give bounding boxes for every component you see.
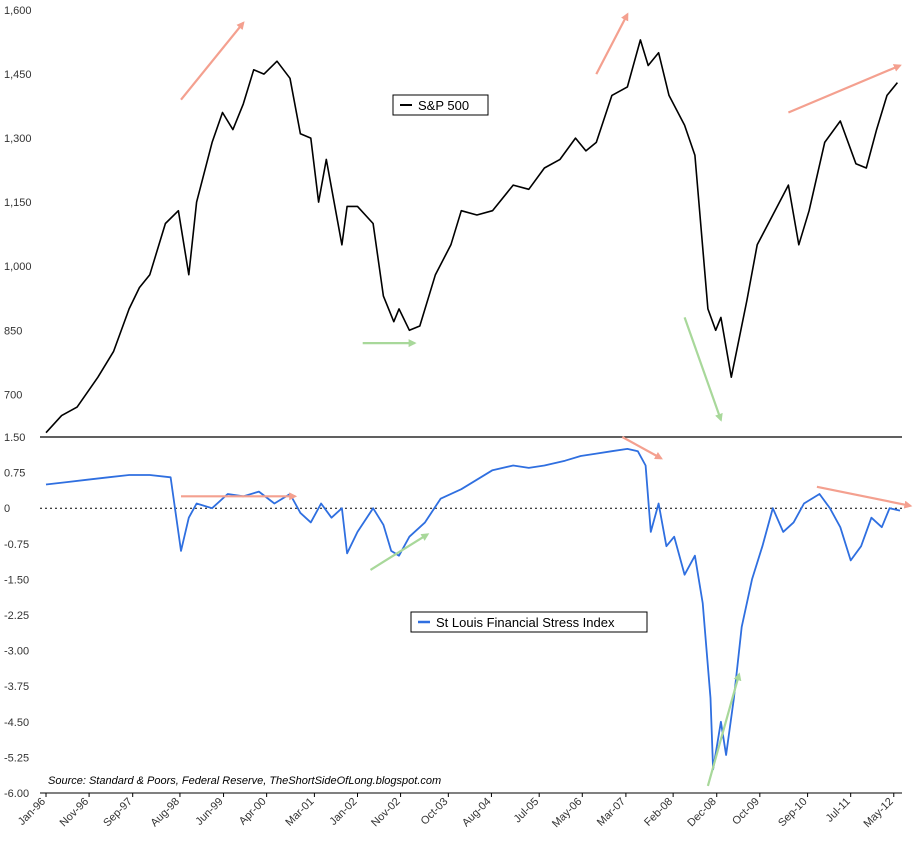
- stress-y-tick-label: -5.25: [4, 752, 29, 764]
- sp500-y-axis-ticks: 1,600 1,450 1,300 1,150 1,000 850 700: [4, 5, 32, 401]
- x-tick-label: Nov-02: [369, 796, 403, 830]
- x-tick-label: Aug-04: [460, 796, 494, 830]
- stress-series-line: [45, 447, 901, 771]
- stress-y-tick-label: -3.75: [4, 681, 29, 693]
- sp500-legend: S&P 500: [392, 94, 489, 116]
- sp500-legend-label: S&P 500: [418, 98, 469, 113]
- x-tick-label: Mar-01: [283, 796, 316, 829]
- stress-y-tick-label: -4.50: [4, 717, 29, 729]
- x-tick-label: May-12: [861, 796, 895, 830]
- x-tick-label: Mar-07: [595, 796, 628, 829]
- sp500-panel: 1,600 1,450 1,300 1,150 1,000 850 700 S&P 500: [4, 5, 902, 434]
- stress-index-panel: 1.50 0.75 0 -0.75 -1.50 -2.25 -3.00 -3.75 -4.50 -…: [4, 432, 913, 800]
- stress-y-axis-ticks: 1.50 0.75 0 -0.75 -1.50 -2.25 -3.00 -3.75 -4.50 -…: [4, 432, 29, 800]
- x-tick-label: Feb-08: [642, 796, 675, 829]
- stress-y-tick-label: -0.75: [4, 539, 29, 551]
- sp500-y-tick-label: 700: [4, 389, 22, 401]
- x-tick-label: Oct-03: [419, 796, 451, 828]
- stress-legend-box: [410, 611, 648, 633]
- stress-y-tick-label: -2.25: [4, 610, 29, 622]
- x-axis-ticks: Jan-96 Nov-96 Sep-97 Aug-98 Jun-99 Apr-00 Mar-…: [16, 793, 896, 830]
- x-tick-label: May-06: [550, 796, 584, 830]
- stress-red-arrow: [621, 436, 663, 460]
- sp500-y-tick-label: 1,000: [4, 261, 32, 273]
- stress-y-tick-label: 1.50: [4, 432, 25, 444]
- sp500-series-line: [45, 39, 899, 434]
- sp500-y-tick-label: 1,150: [4, 197, 32, 209]
- x-tick-label: Jan-02: [327, 796, 359, 828]
- sp500-y-tick-label: 850: [4, 325, 22, 337]
- x-tick-label: Jul-05: [512, 796, 542, 826]
- x-tick-label: Aug-98: [148, 796, 182, 830]
- x-tick-label: Oct-09: [730, 796, 762, 828]
- x-tick-label: Jul-11: [824, 796, 853, 825]
- sp500-green-arrow: [683, 317, 723, 422]
- x-tick-label: Jun-99: [193, 796, 225, 828]
- sp500-red-arrow: [787, 64, 902, 114]
- sp500-trend-arrows: [180, 12, 902, 422]
- sp500-legend-box: [392, 94, 489, 116]
- stress-y-tick-label: -3.00: [4, 646, 29, 658]
- stress-y-tick-label: 0.75: [4, 468, 25, 480]
- x-tick-label: Apr-00: [237, 796, 269, 828]
- sp500-red-arrow: [180, 21, 245, 101]
- stress-trend-arrows: [181, 436, 913, 787]
- stress-y-tick-label: -6.00: [4, 788, 29, 800]
- stress-green-arrow: [706, 672, 742, 787]
- sp500-y-tick-label: 1,600: [4, 5, 32, 17]
- stress-legend: St Louis Financial Stress Index: [410, 611, 648, 633]
- x-tick-label: Jan-96: [16, 796, 48, 828]
- sp500-y-tick-label: 1,300: [4, 133, 32, 145]
- sp500-y-tick-label: 1,450: [4, 69, 32, 81]
- stress-y-tick-label: -1.50: [4, 574, 29, 586]
- x-tick-label: Dec-08: [685, 796, 719, 830]
- x-tick-label: Sep-97: [101, 796, 135, 830]
- stress-green-arrow: [369, 533, 430, 571]
- x-tick-label: Sep-10: [776, 796, 810, 830]
- stress-red-arrow: [816, 485, 913, 509]
- x-tick-label: Nov-96: [58, 796, 92, 830]
- sp500-red-arrow: [595, 12, 629, 75]
- stress-y-tick-label: 0: [4, 503, 10, 515]
- stress-legend-label: St Louis Financial Stress Index: [436, 615, 615, 630]
- source-note: Source: Standard & Poors, Federal Reserv…: [48, 775, 441, 787]
